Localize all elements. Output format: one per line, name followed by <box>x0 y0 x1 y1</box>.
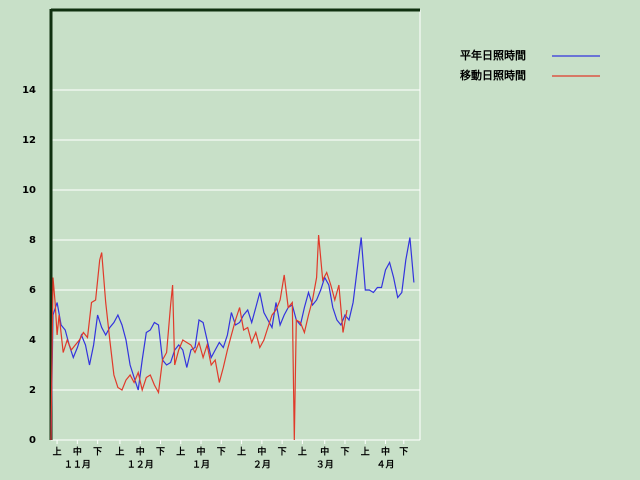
x-tick-label: 上 <box>237 446 246 458</box>
x-tick-label: 中 <box>73 446 82 458</box>
x-tick-label: 下 <box>399 447 408 458</box>
x-tick-label: 中 <box>381 446 390 458</box>
line <box>50 234 348 441</box>
x-tick-label: 上 <box>53 446 62 458</box>
x-tick-label: 下 <box>156 447 165 458</box>
x-tick-label: 下 <box>340 447 349 458</box>
x-tick-label: 下 <box>93 447 102 458</box>
month-label: １２月 <box>127 460 154 471</box>
month-label: ４月 <box>377 460 395 471</box>
x-tick-label: 上 <box>361 446 370 458</box>
x-tick-label: 下 <box>217 447 226 458</box>
month-label: ３月 <box>316 460 334 471</box>
line <box>50 237 415 441</box>
y-tick-label: 10 <box>22 185 36 196</box>
y-tick-label: 4 <box>29 335 36 346</box>
x-tick-label: 中 <box>257 446 266 458</box>
month-label: １月 <box>192 460 210 471</box>
x-tick-label: 中 <box>197 446 206 458</box>
y-tick-label: 6 <box>29 285 36 296</box>
x-tick-label: 下 <box>278 447 287 458</box>
x-tick-label: 中 <box>136 446 145 458</box>
x-tick-label: 上 <box>176 446 185 458</box>
month-label: ２月 <box>253 460 271 471</box>
legend-label: 移動日照時間 <box>460 68 526 82</box>
month-label: １１月 <box>64 460 91 471</box>
y-tick-label: 14 <box>22 85 36 96</box>
x-tick-label: 上 <box>298 446 307 458</box>
x-tick-label: 中 <box>320 446 329 458</box>
y-tick-label: 8 <box>29 235 36 246</box>
y-tick-label: 12 <box>22 135 36 146</box>
y-tick-label: 0 <box>29 435 36 446</box>
y-tick-label: 2 <box>29 385 36 396</box>
legend-label: 平年日照時間 <box>460 48 526 62</box>
x-tick-label: 上 <box>115 446 124 458</box>
